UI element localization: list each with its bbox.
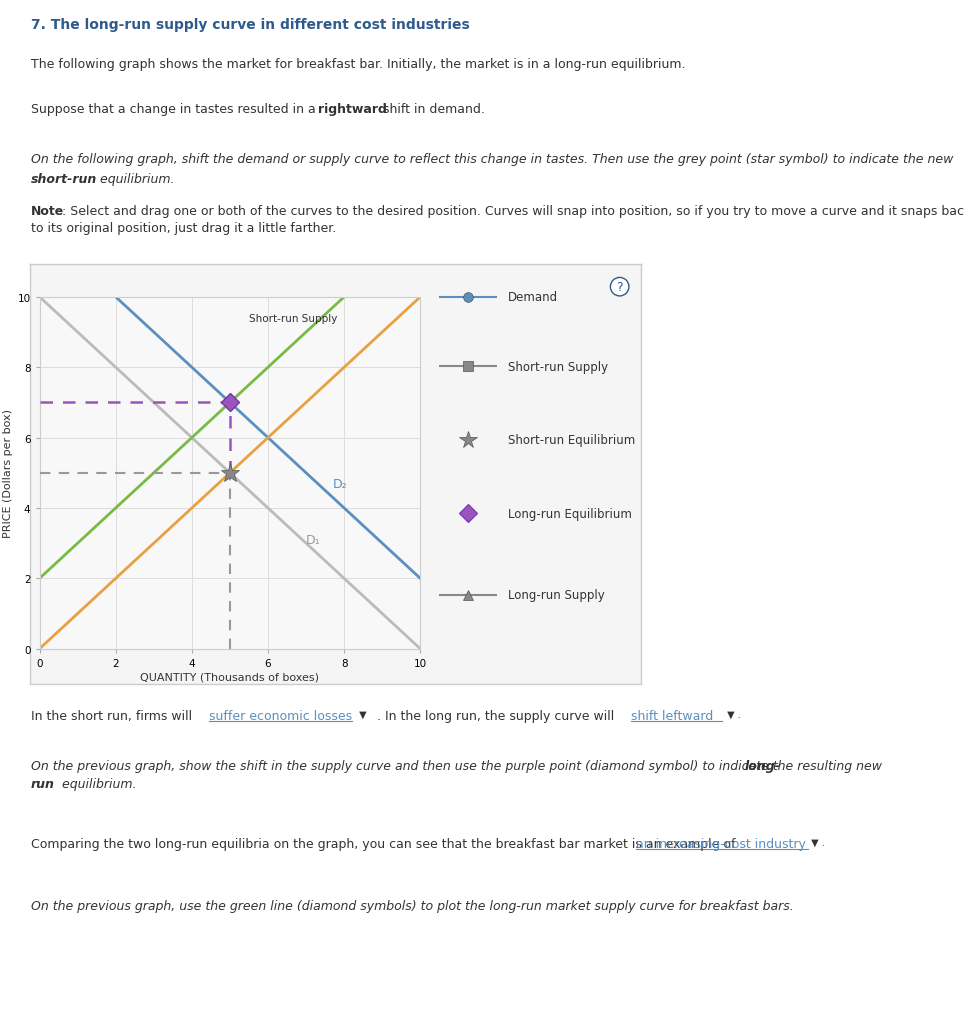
Text: Long-run Equilibrium: Long-run Equilibrium: [508, 507, 631, 520]
Text: to its original position, just drag it a little farther.: to its original position, just drag it a…: [31, 222, 336, 234]
Text: ▼ .: ▼ .: [808, 838, 824, 847]
Text: Suppose that a change in tastes resulted in a: Suppose that a change in tastes resulted…: [31, 103, 320, 116]
Text: suffer economic losses: suffer economic losses: [209, 709, 352, 722]
Y-axis label: PRICE (Dollars per box): PRICE (Dollars per box): [3, 409, 13, 538]
Text: Comparing the two long-run equilibria on the graph, you can see that the breakfa: Comparing the two long-run equilibria on…: [31, 838, 739, 850]
Text: an increasing-cost industry: an increasing-cost industry: [636, 838, 806, 850]
Text: equilibrium.: equilibrium.: [58, 777, 136, 790]
Text: On the previous graph, use the green line (diamond symbols) to plot the long-run: On the previous graph, use the green lin…: [31, 899, 793, 912]
X-axis label: QUANTITY (Thousands of boxes): QUANTITY (Thousands of boxes): [141, 673, 319, 683]
Text: On the previous graph, show the shift in the supply curve and then use the purpl: On the previous graph, show the shift in…: [31, 759, 886, 772]
Text: short-run: short-run: [31, 173, 97, 185]
Text: shift leftward: shift leftward: [631, 709, 713, 722]
Text: run: run: [31, 777, 55, 790]
Text: D₁: D₁: [307, 534, 321, 546]
Text: On the following graph, shift the demand or supply curve to reflect this change : On the following graph, shift the demand…: [31, 153, 953, 166]
Text: . In the long run, the supply curve will: . In the long run, the supply curve will: [373, 709, 618, 722]
Text: Long-run Supply: Long-run Supply: [508, 589, 604, 601]
Text: 7. The long-run supply curve in different cost industries: 7. The long-run supply curve in differen…: [31, 18, 469, 32]
Text: Demand: Demand: [508, 291, 558, 304]
Text: In the short run, firms will: In the short run, firms will: [31, 709, 196, 722]
Text: D₂: D₂: [333, 477, 347, 490]
Text: : Select and drag one or both of the curves to the desired position. Curves will: : Select and drag one or both of the cur…: [62, 205, 964, 218]
Text: Short-run Equilibrium: Short-run Equilibrium: [508, 434, 635, 446]
Text: long-: long-: [744, 759, 780, 772]
Text: Short-run Supply: Short-run Supply: [249, 314, 337, 324]
Text: ?: ?: [616, 281, 623, 293]
Text: equilibrium.: equilibrium.: [96, 173, 174, 185]
Text: Note: Note: [31, 205, 64, 218]
Text: ▼ .: ▼ .: [724, 709, 740, 719]
Text: ▼: ▼: [356, 709, 366, 719]
Text: rightward: rightward: [318, 103, 387, 116]
Text: shift in demand.: shift in demand.: [379, 103, 485, 116]
Text: Short-run Supply: Short-run Supply: [508, 361, 608, 373]
Text: The following graph shows the market for breakfast bar. Initially, the market is: The following graph shows the market for…: [31, 58, 685, 71]
